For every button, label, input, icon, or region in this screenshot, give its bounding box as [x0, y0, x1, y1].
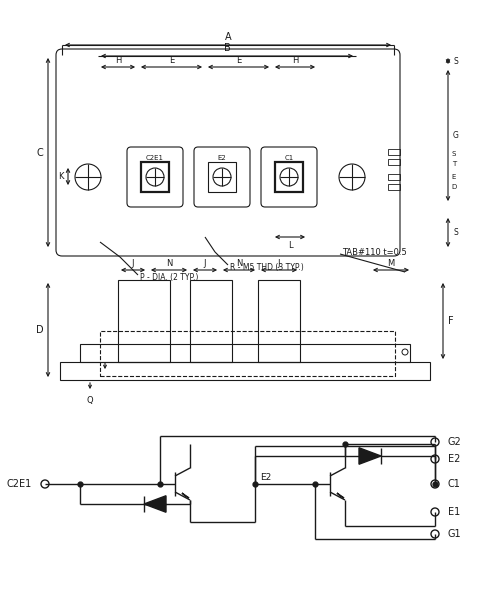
Text: J: J [132, 258, 134, 267]
Text: E1: E1 [448, 507, 460, 517]
Bar [60, 362, 430, 380]
Bar [275, 162, 303, 192]
Text: C1: C1 [448, 479, 461, 489]
Bar [388, 159, 400, 165]
Bar [388, 149, 400, 155]
Text: F: F [448, 316, 454, 326]
Bar [141, 162, 169, 192]
Text: S: S [454, 56, 458, 65]
Text: E2: E2 [448, 454, 460, 464]
Text: N: N [166, 258, 172, 267]
Bar [80, 344, 410, 362]
Text: D: D [36, 325, 44, 335]
FancyBboxPatch shape [261, 147, 317, 207]
Text: H: H [115, 56, 121, 64]
Text: R - M5 THD (3 TYP.): R - M5 THD (3 TYP.) [230, 263, 304, 272]
Text: S: S [452, 151, 456, 157]
Text: A: A [225, 32, 231, 42]
Text: S: S [454, 228, 458, 237]
Text: M: M [387, 258, 395, 267]
Polygon shape [337, 493, 344, 498]
Text: E: E [236, 56, 241, 64]
Text: C1: C1 [284, 155, 294, 161]
Text: H: H [292, 56, 298, 64]
FancyBboxPatch shape [194, 147, 250, 207]
Text: D: D [451, 184, 456, 190]
Bar [208, 162, 236, 192]
Text: TAB#110 t=0.5: TAB#110 t=0.5 [342, 247, 407, 256]
Text: J: J [204, 258, 206, 267]
Text: G1: G1 [448, 529, 462, 539]
FancyBboxPatch shape [56, 49, 400, 256]
Bar [190, 280, 232, 362]
Text: E: E [169, 56, 174, 64]
Text: E2: E2 [217, 155, 227, 161]
Text: C2E1: C2E1 [146, 155, 164, 161]
Text: E: E [452, 174, 456, 180]
Polygon shape [359, 448, 381, 465]
Text: N: N [236, 258, 242, 267]
Bar [118, 280, 170, 362]
Polygon shape [144, 496, 166, 512]
Text: J: J [278, 258, 280, 267]
Text: E2: E2 [260, 474, 271, 482]
Text: P - DIA. (2 TYP.): P - DIA. (2 TYP.) [140, 272, 198, 282]
Bar [100, 331, 395, 376]
Bar [388, 184, 400, 190]
Text: C: C [36, 147, 43, 157]
Text: B: B [224, 43, 230, 53]
Bar [388, 174, 400, 180]
Text: K: K [58, 172, 64, 181]
Text: G2: G2 [448, 437, 462, 447]
Text: Q: Q [87, 395, 93, 405]
FancyBboxPatch shape [127, 147, 183, 207]
Text: T: T [452, 161, 456, 167]
Polygon shape [182, 493, 189, 498]
Text: C2E1: C2E1 [7, 479, 32, 489]
Text: L: L [288, 241, 292, 250]
Bar [258, 280, 300, 362]
Text: G: G [453, 131, 459, 140]
